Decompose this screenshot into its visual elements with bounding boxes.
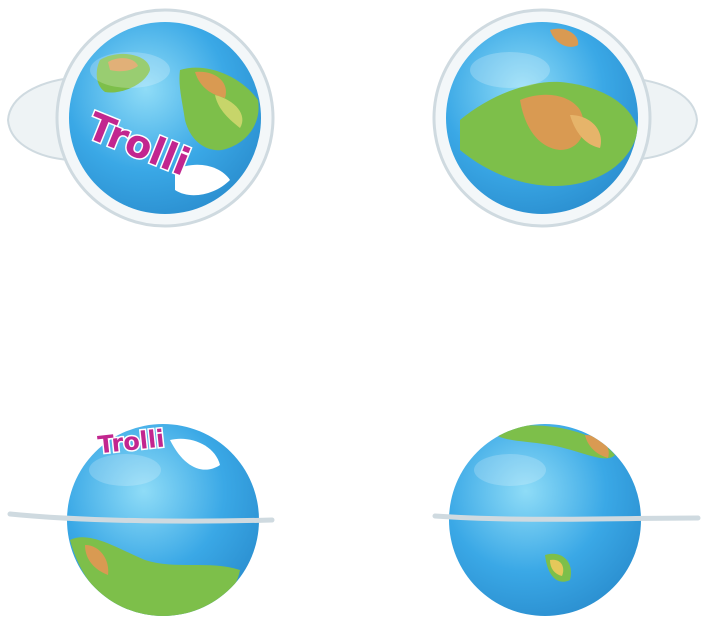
globe-highlight [474,454,546,486]
globe-gummy-side-back [420,410,703,627]
globe-highlight [90,52,170,88]
wrapper-seam [432,513,701,522]
globe-gummy-wrapped-front: Trolli [0,0,290,240]
globe-land [70,438,240,616]
globe-highlight [470,52,550,88]
globe-gummy-wrapped-back [420,0,703,240]
wrapper-tab [6,76,71,162]
globe-highlight [89,454,161,486]
globe-gummy-side-front: Trolli [0,410,290,627]
wrapper-seam [7,511,275,524]
globe-land [96,53,259,196]
globe-land [490,425,615,582]
globe-land [460,28,638,186]
trolli-logo: Trolli [96,424,165,459]
